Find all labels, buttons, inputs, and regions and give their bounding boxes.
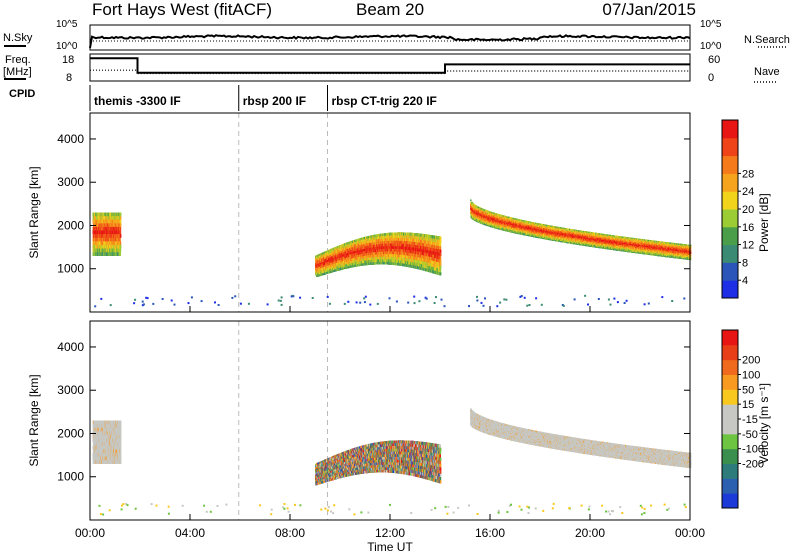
velocity-colorbar-tick-label: 200 xyxy=(742,355,760,367)
cpid-segment-label: themis -3300 IF xyxy=(94,94,181,108)
velocity-colorbar-swatch xyxy=(722,404,738,419)
velocity-colorbar-swatch xyxy=(722,330,738,345)
velocity-colorbar-swatch xyxy=(722,478,738,493)
noise-right-tick-bottom: 10^0 xyxy=(700,41,722,52)
freq-left-tick-top: 18 xyxy=(62,54,74,66)
cpid-segment-label: rbsp CT-trig 220 IF xyxy=(332,94,437,108)
radar-summary-plot: 10^5 10^0 10^5 10^0 18 8 60 0 themis -3300 IF rbs… xyxy=(0,0,800,554)
velocity-colorbar-tick-label: 50 xyxy=(742,384,754,396)
nave-right-tick-bottom: 0 xyxy=(708,72,714,84)
freq-panel-frame xyxy=(90,54,690,81)
power-echo-cell xyxy=(120,220,122,224)
velocity-colorbar-swatch xyxy=(722,434,738,449)
velocity-colorbar-swatch xyxy=(722,360,738,375)
power-colorbar-swatch xyxy=(722,227,738,245)
velocity-colorbar-tick-label: -200 xyxy=(742,459,764,471)
velocity-colorbar-tick-label: 100 xyxy=(742,370,760,382)
power-echo-cell xyxy=(120,234,122,238)
freq-left-tick-bottom: 8 xyxy=(66,72,72,84)
velocity-colorbar-tick-label: -50 xyxy=(742,429,758,441)
power-echo-cell xyxy=(120,216,122,220)
power-colorbar-tick-label: 16 xyxy=(742,222,754,234)
power-colorbar-swatch xyxy=(722,120,738,138)
power-echo-cell xyxy=(120,245,122,249)
power-echo-cell xyxy=(119,252,121,256)
velocity-colorbar-swatch xyxy=(722,464,738,479)
power-colorbar-swatch xyxy=(722,156,738,174)
cpid-segment-label: rbsp 200 IF xyxy=(243,94,306,108)
noise-left-tick-bottom: 10^0 xyxy=(56,41,78,52)
power-colorbar-swatch xyxy=(722,245,738,263)
power-echo-cell xyxy=(120,223,122,227)
velocity-colorbar-swatch xyxy=(722,493,738,508)
power-colorbar-swatch xyxy=(722,138,738,156)
power-colorbar-tick-label: 4 xyxy=(742,275,748,287)
power-colorbar-tick-label: 24 xyxy=(742,186,754,198)
power-echo-cell xyxy=(120,241,122,245)
velocity-colorbar-swatch xyxy=(722,375,738,390)
noise-sky-series xyxy=(90,35,690,48)
power-colorbar-swatch xyxy=(722,191,738,209)
velocity-colorbar-swatch xyxy=(722,389,738,404)
noise-right-tick-top: 10^5 xyxy=(700,19,722,30)
power-echo-cell xyxy=(120,249,122,253)
velocity-colorbar-swatch xyxy=(722,345,738,360)
velocity-colorbar-tick-label: 15 xyxy=(742,399,754,411)
power-colorbar-tick-label: 28 xyxy=(742,168,754,180)
power-echo-cell xyxy=(120,231,122,235)
power-echo-cell xyxy=(120,213,122,217)
power-colorbar-tick-label: 12 xyxy=(742,240,754,252)
power-colorbar-tick-label: 8 xyxy=(742,257,748,269)
velocity-colorbar-tick-label: -15 xyxy=(742,414,758,426)
power-colorbar-swatch xyxy=(722,173,738,191)
velocity-colorbar-swatch xyxy=(722,449,738,464)
power-colorbar-swatch xyxy=(722,262,738,280)
power-colorbar-swatch xyxy=(722,280,738,298)
velocity-colorbar-tick-label: -100 xyxy=(742,444,764,456)
frequency-series xyxy=(90,58,690,72)
power-panel-bg xyxy=(90,113,690,312)
power-echo-cell xyxy=(119,238,121,242)
power-echo-cell xyxy=(120,227,122,231)
power-colorbar-swatch xyxy=(722,209,738,227)
nave-right-tick-top: 60 xyxy=(708,54,720,66)
velocity-colorbar-swatch xyxy=(722,419,738,434)
noise-left-tick-top: 10^5 xyxy=(56,19,78,30)
power-colorbar-tick-label: 20 xyxy=(742,204,754,216)
